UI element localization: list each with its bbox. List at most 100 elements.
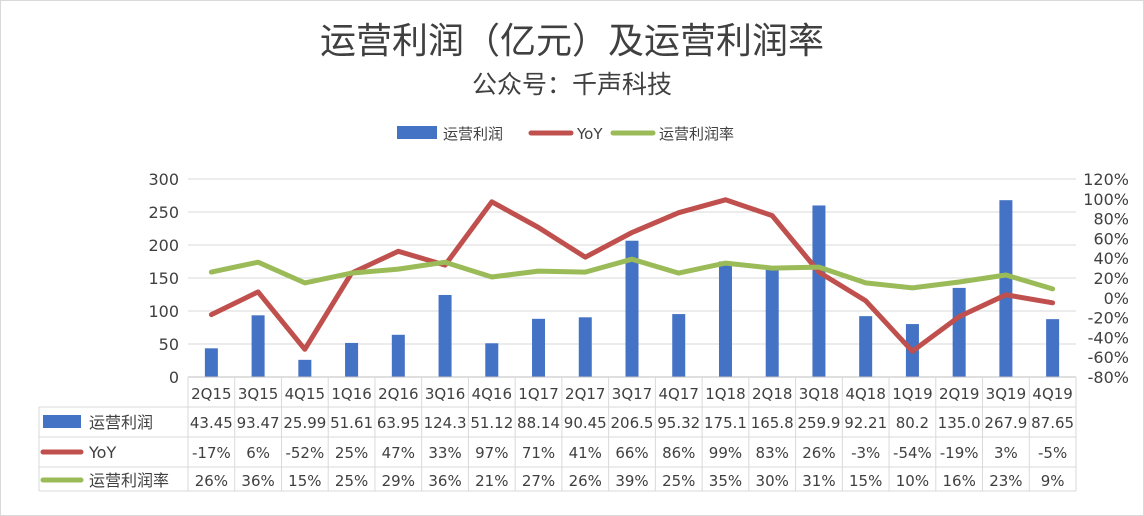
y-right-tick: 100% bbox=[1083, 190, 1129, 209]
data-label: 95.32 bbox=[657, 414, 700, 432]
line-series bbox=[208, 197, 1056, 354]
y-right-tick: -40% bbox=[1088, 328, 1129, 347]
bar-4Q17 bbox=[672, 314, 686, 377]
data-label: 25% bbox=[335, 472, 368, 490]
data-label: 27% bbox=[522, 472, 555, 490]
x-tick-label: 3Q15 bbox=[238, 385, 278, 403]
x-tick-label: 4Q16 bbox=[472, 385, 512, 403]
data-label: 39% bbox=[615, 472, 648, 490]
data-label: -17% bbox=[192, 444, 231, 462]
data-label: 259.9 bbox=[797, 414, 840, 432]
data-label: 83% bbox=[756, 444, 789, 462]
data-label: 15% bbox=[288, 472, 321, 490]
row-label-3: 运营利润率 bbox=[89, 471, 169, 490]
bar-4Q18 bbox=[859, 316, 873, 377]
data-label: -3% bbox=[851, 444, 880, 462]
data-label: 23% bbox=[989, 472, 1022, 490]
data-label: 31% bbox=[802, 472, 835, 490]
chart-subtitle: 公众号：千声科技 bbox=[472, 70, 672, 99]
x-tick-label: 1Q16 bbox=[331, 385, 371, 403]
data-label: 3% bbox=[994, 444, 1018, 462]
y-left-tick: 0 bbox=[169, 368, 179, 387]
y-left-tick: 300 bbox=[148, 170, 179, 189]
legend-label-3: 运营利润率 bbox=[659, 125, 734, 143]
data-label: -54% bbox=[893, 444, 932, 462]
bar-1Q16 bbox=[345, 342, 359, 377]
x-tick-label: 2Q17 bbox=[565, 385, 605, 403]
data-table: 2Q15 3Q15 4Q15 1Q16 2Q16 3Q16 4Q16 1Q17 2Q17 3Q17… bbox=[38, 376, 1077, 492]
bar-3Q18 bbox=[812, 205, 826, 377]
x-tick-label: 4Q19 bbox=[1032, 385, 1072, 403]
data-label: 124.3 bbox=[424, 414, 467, 432]
bar-4Q15 bbox=[298, 359, 312, 377]
bar-1Q18 bbox=[718, 261, 732, 377]
y-left-tick: 100 bbox=[148, 302, 179, 321]
data-label: 36% bbox=[241, 472, 274, 490]
legend: 运营利润 YoY 运营利润率 bbox=[397, 125, 734, 143]
data-label: 26% bbox=[195, 472, 228, 490]
data-label: 97% bbox=[475, 444, 508, 462]
x-tick-label: 2Q19 bbox=[939, 385, 979, 403]
bar-3Q15 bbox=[251, 315, 265, 377]
data-label: 36% bbox=[428, 472, 461, 490]
bar-series bbox=[204, 200, 1060, 377]
bar-2Q18 bbox=[765, 267, 779, 377]
bar-3Q16 bbox=[438, 294, 452, 377]
data-label: 99% bbox=[709, 444, 742, 462]
y-right-tick: 60% bbox=[1093, 229, 1129, 248]
data-label: 71% bbox=[522, 444, 555, 462]
data-label: 41% bbox=[569, 444, 602, 462]
data-label: 15% bbox=[849, 472, 882, 490]
x-tick-label: 1Q19 bbox=[892, 385, 932, 403]
data-label: 66% bbox=[615, 444, 648, 462]
y-right-tick: 0% bbox=[1104, 289, 1129, 308]
x-tick-label: 2Q15 bbox=[191, 385, 231, 403]
data-label: 86% bbox=[662, 444, 695, 462]
x-tick-label: 4Q18 bbox=[845, 385, 885, 403]
bar-2Q16 bbox=[391, 334, 405, 377]
x-tick-label: 2Q18 bbox=[752, 385, 792, 403]
y-right-tick: 40% bbox=[1093, 249, 1129, 268]
data-label: 51.61 bbox=[330, 414, 373, 432]
y-right-tick: -80% bbox=[1088, 368, 1129, 387]
data-label: 16% bbox=[942, 472, 975, 490]
x-tick-label: 3Q18 bbox=[799, 385, 839, 403]
data-label: 267.9 bbox=[984, 414, 1027, 432]
bar-3Q19 bbox=[999, 200, 1013, 377]
data-label: 80.2 bbox=[896, 414, 929, 432]
data-label: 25.99 bbox=[283, 414, 326, 432]
bar-2Q15 bbox=[204, 348, 218, 377]
legend-swatch-1 bbox=[397, 126, 437, 139]
data-label: 90.45 bbox=[564, 414, 607, 432]
row-label-2: YoY bbox=[88, 443, 116, 462]
data-label: 206.5 bbox=[611, 414, 654, 432]
x-tick-label: 3Q16 bbox=[425, 385, 465, 403]
x-tick-label: 2Q16 bbox=[378, 385, 418, 403]
data-label: 26% bbox=[802, 444, 835, 462]
y-right-tick: 20% bbox=[1093, 269, 1129, 288]
y-right-tick: -60% bbox=[1088, 348, 1129, 367]
data-label: 29% bbox=[382, 472, 415, 490]
bar-3Q17 bbox=[625, 240, 639, 377]
data-label: 47% bbox=[382, 444, 415, 462]
data-label: 63.95 bbox=[377, 414, 420, 432]
data-label: -52% bbox=[285, 444, 324, 462]
data-label: 165.8 bbox=[751, 414, 794, 432]
bar-4Q16 bbox=[485, 343, 499, 377]
row-key-1 bbox=[43, 415, 81, 428]
row-label-1: 运营利润 bbox=[89, 413, 153, 432]
x-tick-label: 3Q17 bbox=[612, 385, 652, 403]
data-label: 87.65 bbox=[1031, 414, 1074, 432]
y-left-tick: 250 bbox=[148, 203, 179, 222]
data-label: 10% bbox=[896, 472, 929, 490]
legend-label-2: YoY bbox=[576, 125, 603, 143]
bar-1Q17 bbox=[532, 318, 546, 377]
legend-label-1: 运营利润 bbox=[443, 125, 503, 143]
x-tick-label: 1Q18 bbox=[705, 385, 745, 403]
data-label: 175.1 bbox=[704, 414, 747, 432]
data-label: 9% bbox=[1041, 472, 1065, 490]
bar-2Q19 bbox=[952, 287, 966, 377]
y-axis-right: -80%-60%-40%-20%0%20%40%60%80%100%120% bbox=[1083, 170, 1129, 387]
